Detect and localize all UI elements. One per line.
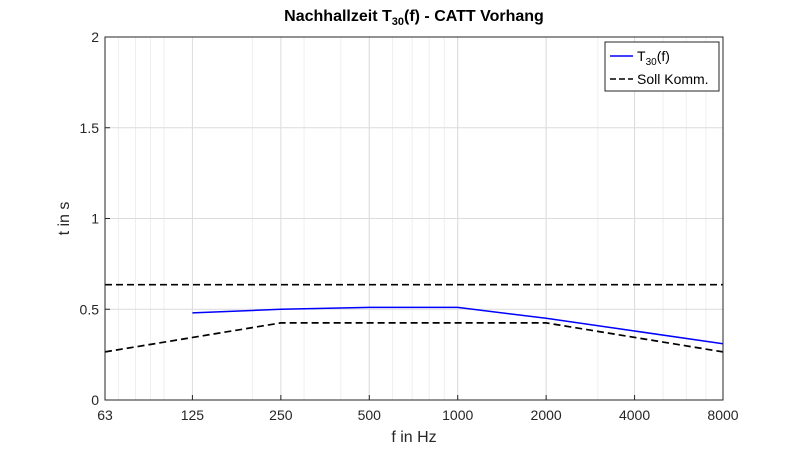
x-tick-label-5: 2000	[531, 407, 562, 423]
y-axis-label: t in s	[56, 202, 73, 236]
y-tick-label-1: 0.5	[80, 301, 100, 317]
x-tick-label-3: 500	[358, 407, 382, 423]
x-tick-label-7: 8000	[707, 407, 738, 423]
grid	[105, 37, 723, 400]
legend-box	[604, 41, 720, 92]
x-tick-label-6: 4000	[619, 407, 650, 423]
legend-label-t30-prefix: T	[637, 48, 646, 64]
chart-title-subscript: 30	[392, 16, 404, 28]
chart-title-prefix: Nachhallzeit T	[284, 8, 392, 25]
x-tick-label-0: 63	[97, 407, 113, 423]
legend-label-t30-subscript: 30	[646, 57, 658, 68]
y-tick-label-3: 1.5	[80, 120, 100, 136]
series-line-2	[104, 322, 724, 353]
y-tick-label-0: 0	[91, 392, 99, 408]
legend-label-t30: T30(f)	[637, 48, 670, 68]
tick-layer: 63 125 250 500 1000 2000 4000 8000 0 0.5 1 1.5 2	[80, 29, 739, 423]
y-tick-label-2: 1	[91, 211, 99, 227]
legend: T30(f) Soll Komm.	[604, 41, 720, 92]
legend-label-t30-suffix: (f)	[657, 48, 670, 64]
legend-label-soll-komm: Soll Komm.	[637, 71, 709, 87]
x-tick-label-2: 250	[269, 407, 293, 423]
chart-title-suffix: (f) - CATT Vorhang	[404, 8, 544, 25]
x-tick-label-4: 1000	[442, 407, 473, 423]
x-tick-label-1: 125	[181, 407, 205, 423]
series-line-0	[192, 306, 724, 345]
y-tick-label-4: 2	[91, 29, 99, 45]
chart-title: Nachhallzeit T30(f) - CATT Vorhang	[284, 8, 544, 28]
x-axis-label: f in Hz	[391, 429, 436, 446]
series-layer	[104, 283, 724, 353]
